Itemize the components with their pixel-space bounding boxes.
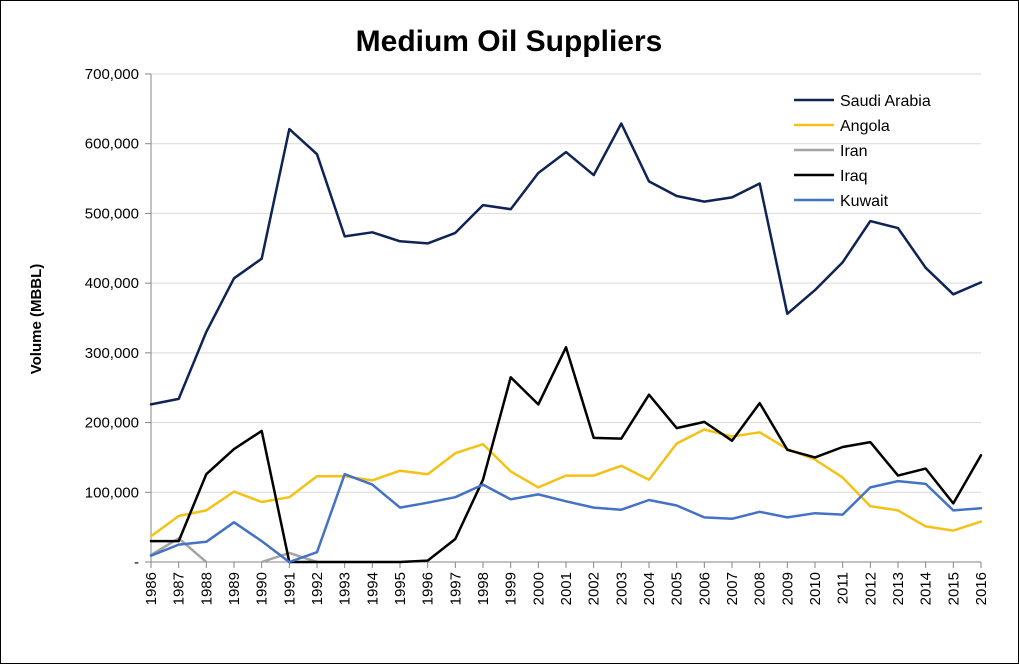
x-tick-label: 1997 — [447, 572, 464, 605]
series-line-iraq — [149, 346, 983, 564]
x-tick-label: 2001 — [558, 572, 575, 605]
x-tick-label: 1987 — [171, 572, 188, 605]
x-tick-label: 2015 — [945, 572, 962, 605]
x-tick-label: 2004 — [641, 572, 658, 605]
x-tick-label: 2002 — [586, 572, 603, 605]
x-tick-label: 2009 — [779, 572, 796, 605]
x-tick-label: 2012 — [862, 572, 879, 605]
x-tick-label: 1990 — [254, 572, 271, 605]
x-tick-label: 2007 — [724, 572, 741, 605]
legend-entry: Iran — [840, 143, 868, 160]
x-tick-label: 2010 — [807, 572, 824, 605]
y-tick-label: 700,000 — [85, 66, 139, 83]
x-tick-label: 1993 — [337, 572, 354, 605]
x-tick-label: 2003 — [613, 572, 630, 605]
y-axis-label: Volume (MBBL) — [28, 264, 45, 375]
legend-entry: Kuwait — [840, 193, 889, 210]
legend-entry: Angola — [840, 118, 890, 135]
x-tick-labels: 1986 1987 1988 1989 1990 1991 1992 1993 1994 1995… — [143, 572, 990, 605]
series-line-saudi-arabia — [149, 122, 983, 406]
x-tick-label: 1994 — [364, 572, 381, 605]
x-tick-label: 1988 — [198, 572, 215, 605]
x-tick-label: 2000 — [530, 572, 547, 605]
y-tick-label: 600,000 — [85, 136, 139, 153]
gridlines — [151, 73, 981, 493]
legend-entry: Iraq — [840, 168, 868, 185]
y-tick-labels: - 100,000 200,000 300,000 400,000 500,000 600,… — [85, 66, 139, 571]
x-tick-label: 1996 — [420, 572, 437, 605]
y-tick-label: 100,000 — [85, 484, 139, 501]
x-tick-label: 2011 — [835, 572, 852, 604]
legend: Saudi Arabia Angola Iran Iraq Kuwait — [794, 93, 931, 210]
y-tick-label: - — [134, 554, 139, 571]
legend-entry: Saudi Arabia — [840, 93, 931, 110]
series-line-angola — [149, 428, 983, 538]
x-tick-label: 1989 — [226, 572, 243, 605]
x-tick-label: 2016 — [973, 572, 990, 605]
x-tick-label: 1999 — [503, 572, 520, 605]
x-tick-label: 1998 — [475, 572, 492, 605]
x-tick-label: 1991 — [281, 572, 298, 605]
x-tick-label: 2013 — [890, 572, 907, 605]
series-lines — [149, 122, 983, 564]
x-tick-label: 2008 — [752, 572, 769, 605]
x-tick-label: 2014 — [918, 572, 935, 605]
y-tick-label: 400,000 — [85, 275, 139, 292]
x-tick-label: 1992 — [309, 572, 326, 605]
x-tick-label: 1986 — [143, 572, 160, 605]
x-tick-label: 1995 — [392, 572, 409, 605]
y-tick-label: 200,000 — [85, 415, 139, 432]
chart-title: Medium Oil Suppliers — [356, 25, 663, 58]
x-tick-label: 2006 — [696, 572, 713, 605]
x-tick-label: 2005 — [669, 572, 686, 605]
y-tick-label: 500,000 — [85, 205, 139, 222]
y-tick-label: 300,000 — [85, 345, 139, 362]
series-line-kuwait — [149, 472, 983, 564]
